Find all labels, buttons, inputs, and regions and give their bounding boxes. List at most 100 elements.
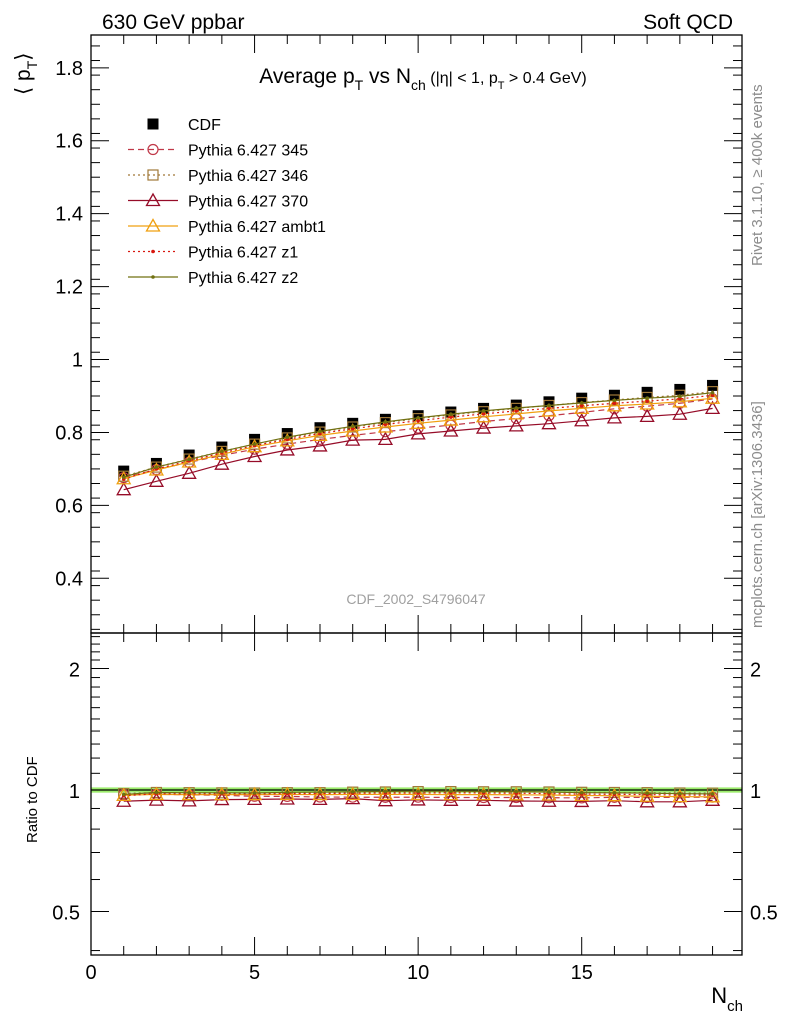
main-point-pythia-6-427-z2 bbox=[612, 398, 617, 403]
ratio-y-tick-label-right: 0.5 bbox=[750, 902, 778, 924]
ratio-point-pythia-6-427-z2 bbox=[383, 789, 388, 794]
y-tick-label: 1 bbox=[72, 350, 83, 372]
ratio-y-tick-label-right: 1 bbox=[750, 781, 761, 803]
x-tick-label: 15 bbox=[571, 962, 593, 984]
main-point-pythia-6-427-ambt1 bbox=[508, 406, 524, 420]
ratio-point-pythia-6-427-370 bbox=[345, 790, 361, 805]
ratio-point-pythia-6-427-z2 bbox=[285, 790, 290, 795]
x-tick-label: 10 bbox=[407, 962, 429, 984]
ratio-point-pythia-6-427-z2 bbox=[220, 791, 224, 795]
main-point-pythia-6-427-z1 bbox=[383, 422, 388, 427]
ratio-point-pythia-6-427-z2 bbox=[416, 789, 420, 794]
main-point-pythia-6-427-370 bbox=[606, 410, 623, 424]
ratio-point-pythia-6-427-z2 bbox=[252, 791, 257, 795]
main-point-pythia-6-427-370 bbox=[704, 400, 721, 415]
ratio-point-pythia-6-427-370 bbox=[704, 792, 721, 806]
main-point-pythia-6-427-z1 bbox=[449, 415, 453, 419]
svg-text:⟨ pT⟩: ⟨ pT⟩ bbox=[12, 53, 40, 95]
legend-marker bbox=[151, 249, 155, 254]
ratio-y-tick-label: 1 bbox=[69, 781, 80, 803]
legend-entry-pythia-6-427-345: Pythia 6.427 345 bbox=[128, 143, 308, 160]
main-point-pythia-6-427-z2 bbox=[547, 403, 551, 408]
ratio-point-pythia-6-427-ambt1 bbox=[181, 786, 197, 801]
main-plot-title: Average pT vs Nch (|η| < 1, pT > 0.4 GeV… bbox=[259, 65, 586, 93]
main-point-cdf bbox=[576, 392, 588, 404]
y-tick-label: 1.8 bbox=[55, 58, 83, 80]
main-point-pythia-6-427-ambt1 bbox=[606, 398, 623, 412]
main-point-pythia-6-427-ambt1 bbox=[541, 403, 557, 417]
legend-marker bbox=[151, 275, 155, 279]
main-point-pythia-6-427-z2 bbox=[514, 406, 519, 410]
main-panel: Average pT vs Nch (|η| < 1, pT > 0.4 GeV… bbox=[12, 34, 743, 634]
ratio-point-pythia-6-427-ambt1 bbox=[672, 788, 688, 803]
main-point-pythia-6-427-370 bbox=[443, 423, 459, 437]
main-point-pythia-6-427-370 bbox=[574, 412, 590, 427]
ratio-point-pythia-6-427-370 bbox=[606, 792, 623, 807]
ratio-point-pythia-6-427-ambt1 bbox=[639, 788, 655, 802]
main-line-pythia-6-427-370 bbox=[123, 407, 713, 491]
main-point-pythia-6-427-370 bbox=[116, 481, 132, 496]
svg-text:Average pT vs Nch (|η| < 1, pT: Average pT vs Nch (|η| < 1, pT > 0.4 GeV… bbox=[259, 65, 586, 93]
ratio-y-tick-label-right: 2 bbox=[750, 660, 761, 682]
main-point-pythia-6-427-z2 bbox=[383, 420, 388, 424]
x-tick-label: 0 bbox=[85, 962, 96, 984]
legend-entry-cdf: CDF bbox=[147, 117, 221, 134]
main-point-pythia-6-427-z1 bbox=[514, 409, 519, 413]
main-line-pythia-6-427-345 bbox=[123, 398, 713, 479]
main-point-pythia-6-427-370 bbox=[148, 473, 165, 487]
main-point-pythia-6-427-370 bbox=[639, 408, 655, 423]
ratio-point-pythia-6-427-z2 bbox=[121, 792, 126, 797]
mcplots-label: mcplots.cern.ch [arXiv:1306.3436] bbox=[749, 401, 766, 628]
ratio-point-pythia-6-427-z2 bbox=[579, 790, 584, 795]
main-point-pythia-6-427-ambt1 bbox=[672, 394, 688, 408]
legend-label: Pythia 6.427 z1 bbox=[188, 245, 298, 262]
main-point-pythia-6-427-370 bbox=[672, 406, 688, 420]
x-tick-labels: 0 5 10 15 bbox=[85, 962, 592, 984]
legend-label: Pythia 6.427 ambt1 bbox=[188, 219, 326, 236]
analysis-label: CDF_2002_S4796047 bbox=[346, 591, 486, 607]
main-point-pythia-6-427-ambt1 bbox=[345, 423, 361, 437]
main-point-pythia-6-427-z2 bbox=[481, 409, 486, 413]
legend-entry-pythia-6-427-ambt1: Pythia 6.427 ambt1 bbox=[128, 218, 326, 236]
main-point-pythia-6-427-z1 bbox=[645, 399, 649, 403]
main-point-pythia-6-427-ambt1 bbox=[410, 415, 426, 429]
main-point-pythia-6-427-z2 bbox=[154, 465, 159, 469]
ratio-y-tick-label: 2 bbox=[69, 660, 80, 682]
main-point-pythia-6-427-z2 bbox=[121, 475, 126, 480]
y-tick-label: 1.2 bbox=[55, 277, 83, 299]
ratio-y-tick-labels: 0.5 0.5 1 1 2 2 bbox=[52, 660, 778, 925]
legend-entry-pythia-6-427-346: Pythia 6.427 346 bbox=[128, 168, 308, 185]
main-point-pythia-6-427-z1 bbox=[350, 427, 355, 431]
legend-label: Pythia 6.427 345 bbox=[188, 143, 308, 160]
main-point-pythia-6-427-ambt1 bbox=[148, 462, 165, 476]
main-point-pythia-6-427-z1 bbox=[579, 404, 584, 408]
ratio-point-pythia-6-427-ambt1 bbox=[574, 787, 590, 802]
ratio-y-tick-label: 0.5 bbox=[52, 902, 80, 924]
y-tick-label: 0.6 bbox=[55, 495, 83, 517]
main-series-pythia-6-427-ambt1 bbox=[116, 390, 721, 485]
main-axis-ticks bbox=[91, 35, 742, 633]
main-point-pythia-6-427-z2 bbox=[318, 429, 322, 434]
header-right-label: Soft QCD bbox=[643, 11, 733, 34]
main-point-pythia-6-427-z2 bbox=[710, 390, 715, 395]
main-point-pythia-6-427-z1 bbox=[612, 401, 617, 406]
main-point-pythia-6-427-370 bbox=[181, 465, 197, 479]
header-left-label: 630 GeV ppbar bbox=[102, 11, 244, 34]
ratio-axis-ticks bbox=[91, 633, 742, 955]
main-point-pythia-6-427-346 bbox=[150, 461, 163, 473]
main-point-pythia-6-427-ambt1 bbox=[116, 470, 132, 485]
main-point-pythia-6-427-370 bbox=[475, 420, 492, 434]
x-tick-label: 5 bbox=[249, 962, 260, 984]
main-point-pythia-6-427-z2 bbox=[350, 424, 355, 429]
main-point-pythia-6-427-z1 bbox=[547, 406, 551, 411]
ratio-point-pythia-6-427-z2 bbox=[678, 791, 682, 796]
main-point-pythia-6-427-z2 bbox=[449, 412, 453, 417]
legend-label: Pythia 6.427 346 bbox=[188, 168, 308, 185]
main-point-pythia-6-427-z1 bbox=[678, 397, 682, 401]
main-point-pythia-6-427-z2 bbox=[416, 416, 420, 420]
ratio-point-pythia-6-427-z2 bbox=[612, 791, 617, 795]
main-point-pythia-6-427-370 bbox=[541, 415, 557, 430]
legend-marker bbox=[145, 192, 161, 207]
main-point-pythia-6-427-346 bbox=[183, 453, 195, 465]
ratio-point-pythia-6-427-ambt1 bbox=[704, 788, 721, 803]
